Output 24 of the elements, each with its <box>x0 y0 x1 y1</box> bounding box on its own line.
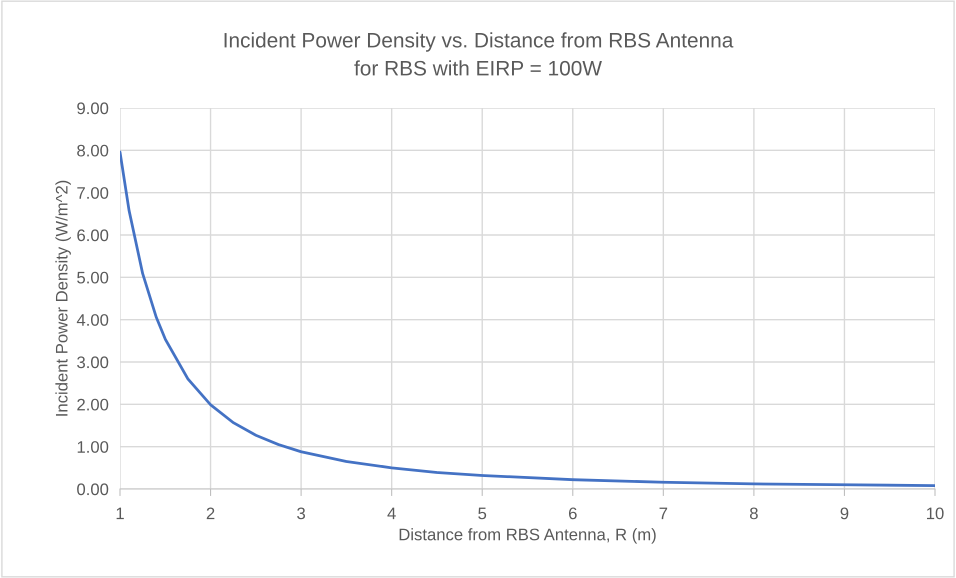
x-tick-label: 1 <box>116 508 124 520</box>
x-tick-label: 6 <box>568 507 577 520</box>
chart-title: Incident Power Density vs. Distance from RBS Antenna <box>224 32 734 52</box>
x-tick-label: 4 <box>387 508 396 520</box>
y-tick-label: 8.00 <box>77 144 108 157</box>
x-tick-label: 8 <box>750 507 758 520</box>
y-tick-label: 5.00 <box>77 272 108 284</box>
y-tick-label: 4.00 <box>76 314 108 326</box>
y-tick-label: 6.00 <box>77 229 108 242</box>
x-tick-label: 5 <box>478 508 486 520</box>
y-tick-label: 2.00 <box>77 398 108 411</box>
y-tick-label: 1.00 <box>78 441 108 453</box>
x-axis-title: Distance from RBS Antenna, R (m) <box>400 528 656 544</box>
y-tick-label: 9.00 <box>77 102 108 114</box>
y-axis-title: Incident Power Density (W/m^2) <box>55 180 71 416</box>
y-tick-label: 7.00 <box>77 187 108 199</box>
chart-subtitle: for RBS with EIRP = 100W <box>354 60 602 76</box>
x-tick-label: 7 <box>660 508 668 520</box>
y-tick-label: 3.00 <box>77 356 108 368</box>
x-tick-label: 2 <box>206 507 214 520</box>
x-tick-label: 3 <box>297 507 306 520</box>
y-tick-label: 0.00 <box>77 483 108 496</box>
x-tick-label: 10 <box>927 507 944 520</box>
x-tick-label: 9 <box>840 507 848 520</box>
